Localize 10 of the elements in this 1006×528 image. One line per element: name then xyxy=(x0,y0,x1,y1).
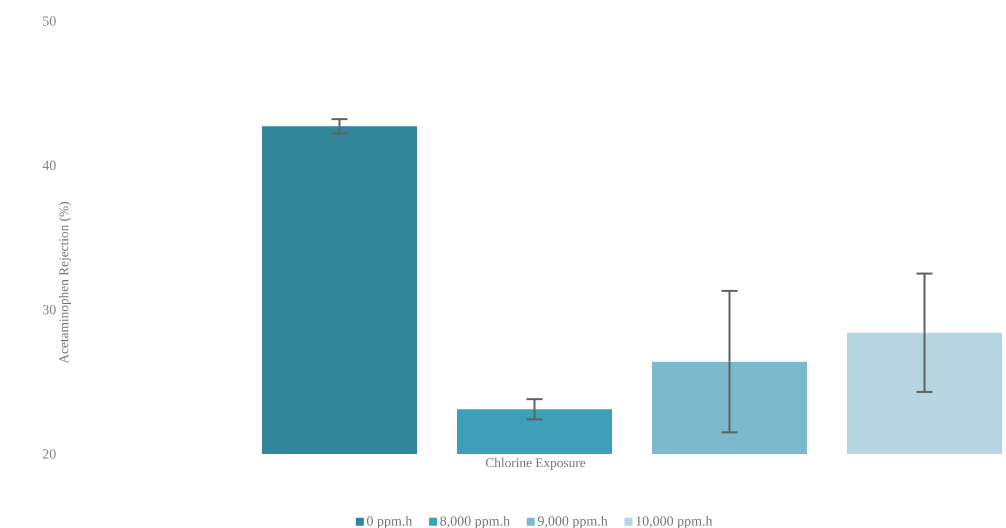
legend-label: 8,000 ppm.h xyxy=(440,515,510,528)
legend-label: 10,000 ppm.h xyxy=(636,515,713,528)
y-axis-title: Acetaminophen Rejection (%) xyxy=(58,202,72,364)
y-tick-label: 30 xyxy=(42,304,56,315)
y-tick-label: 50 xyxy=(43,16,56,26)
y-tick-label: 20 xyxy=(42,449,56,459)
x-axis-title: Chlorine Exposure xyxy=(485,457,586,470)
legend-label: 0 ppm.h xyxy=(367,515,413,528)
y-tick-label: 40 xyxy=(42,160,56,171)
legend-label: 9,000 ppm.h xyxy=(537,515,608,528)
